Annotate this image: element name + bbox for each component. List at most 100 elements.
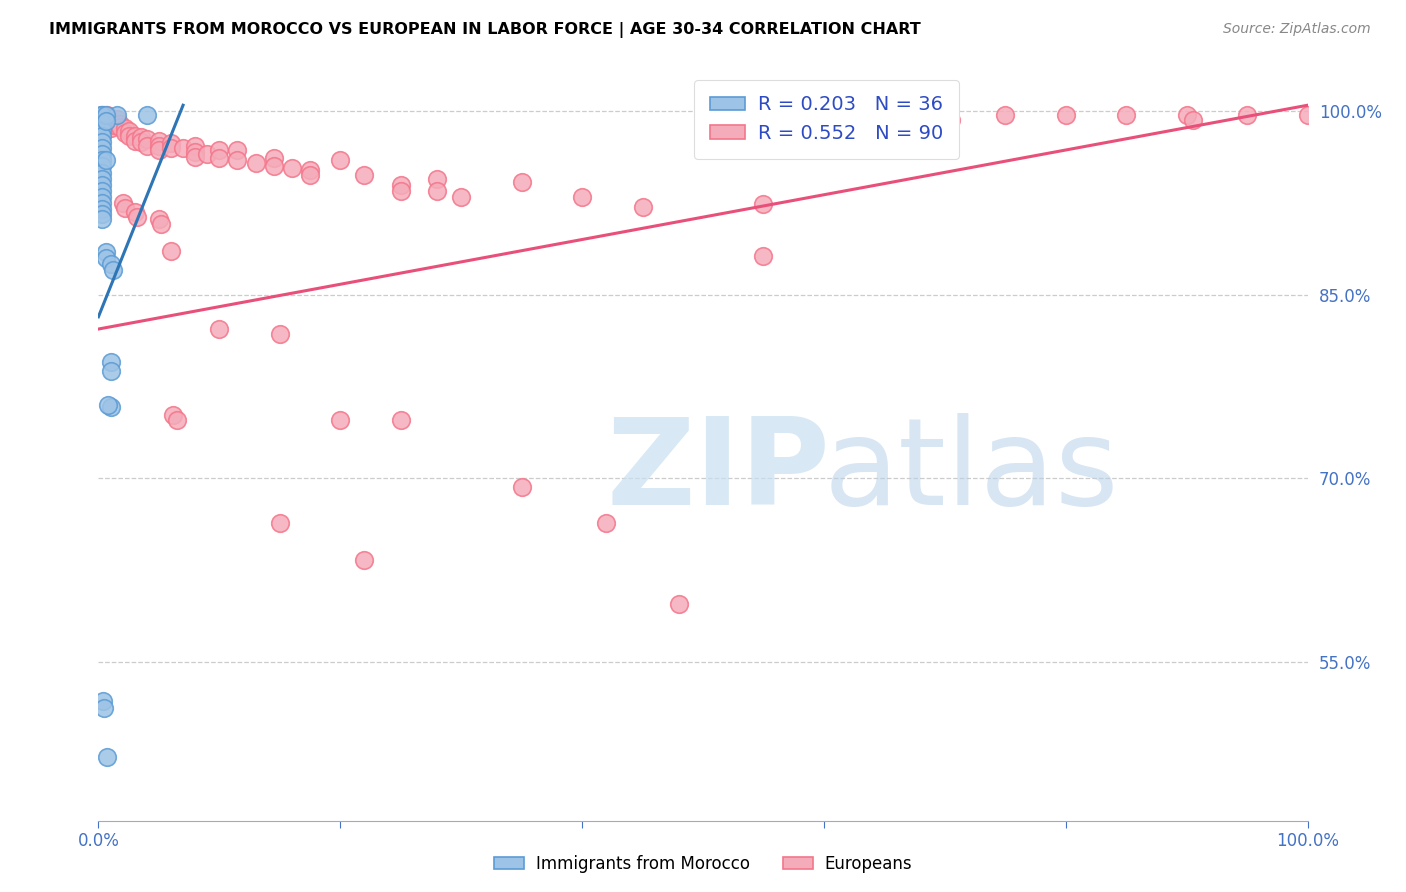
Point	[124, 128, 146, 143]
Point	[148, 134, 170, 148]
Point	[103, 112, 125, 127]
Point	[93, 108, 115, 122]
Point	[100, 363, 122, 377]
Point	[281, 161, 304, 175]
Point	[1296, 108, 1319, 122]
Point	[939, 112, 962, 127]
Point	[96, 112, 118, 127]
Point	[329, 153, 352, 168]
Legend: Immigrants from Morocco, Europeans: Immigrants from Morocco, Europeans	[488, 848, 918, 880]
Point	[100, 257, 122, 271]
Point	[100, 121, 122, 136]
Point	[91, 128, 114, 143]
Point	[91, 117, 114, 131]
Point	[263, 160, 285, 174]
Point	[114, 127, 136, 141]
Point	[1054, 108, 1077, 122]
Point	[94, 153, 117, 168]
Point	[100, 401, 122, 415]
Point	[91, 147, 114, 161]
Point	[91, 207, 114, 221]
Point	[91, 190, 114, 204]
Point	[91, 202, 114, 217]
Point	[150, 217, 173, 231]
Point	[135, 138, 157, 153]
Point	[184, 145, 207, 159]
Point	[595, 516, 617, 531]
Point	[1175, 108, 1198, 122]
Point	[208, 144, 231, 158]
Point	[91, 694, 114, 708]
Point	[172, 141, 194, 155]
Point	[571, 190, 593, 204]
Point	[299, 163, 322, 178]
Point	[184, 138, 207, 153]
Point	[1181, 112, 1204, 127]
Point	[631, 200, 654, 214]
Point	[668, 597, 690, 611]
Point	[160, 244, 183, 258]
Point	[91, 160, 114, 174]
Point	[91, 178, 114, 192]
Point	[105, 108, 128, 122]
Point	[129, 135, 152, 149]
Point	[114, 201, 136, 215]
Point	[91, 135, 114, 149]
Point	[91, 108, 114, 122]
Point	[111, 196, 134, 211]
Point	[114, 121, 136, 136]
Point	[148, 138, 170, 153]
Point	[93, 112, 115, 127]
Point	[148, 211, 170, 226]
Point	[118, 128, 141, 143]
Point	[994, 108, 1017, 122]
Point	[93, 701, 115, 715]
Point	[100, 117, 122, 131]
Point	[148, 144, 170, 158]
Point	[299, 168, 322, 182]
Point	[90, 108, 112, 122]
Point	[426, 171, 449, 186]
Point	[94, 114, 117, 128]
Point	[184, 150, 207, 164]
Point	[91, 196, 114, 211]
Point	[135, 108, 157, 122]
Point	[135, 132, 157, 146]
Point	[96, 108, 118, 122]
Point	[510, 480, 533, 494]
Point	[263, 151, 285, 165]
Point	[91, 112, 114, 126]
Point	[91, 171, 114, 186]
Legend: R = 0.203   N = 36, R = 0.552   N = 90: R = 0.203 N = 36, R = 0.552 N = 90	[695, 79, 959, 159]
Point	[105, 112, 128, 126]
Point	[118, 124, 141, 138]
Point	[1236, 108, 1258, 122]
Point	[269, 326, 291, 341]
Point	[160, 141, 183, 155]
Point	[91, 115, 114, 129]
Point	[91, 108, 114, 122]
Point	[91, 141, 114, 155]
Point	[426, 184, 449, 198]
Point	[127, 210, 149, 224]
Point	[162, 408, 184, 422]
Point	[100, 355, 122, 369]
Point	[91, 122, 114, 136]
Point	[825, 108, 848, 122]
Point	[96, 750, 118, 764]
Point	[873, 108, 896, 122]
Point	[108, 120, 131, 135]
Point	[226, 153, 249, 168]
Point	[353, 168, 375, 182]
Point	[329, 412, 352, 426]
Point	[91, 153, 114, 168]
Text: Source: ZipAtlas.com: Source: ZipAtlas.com	[1223, 22, 1371, 37]
Point	[160, 136, 183, 150]
Point	[91, 184, 114, 198]
Text: IMMIGRANTS FROM MOROCCO VS EUROPEAN IN LABOR FORCE | AGE 30-34 CORRELATION CHART: IMMIGRANTS FROM MOROCCO VS EUROPEAN IN L…	[49, 22, 921, 38]
Point	[129, 130, 152, 145]
Point	[124, 134, 146, 148]
Point	[101, 263, 124, 277]
Text: ZIP: ZIP	[606, 413, 830, 531]
Point	[100, 112, 122, 126]
